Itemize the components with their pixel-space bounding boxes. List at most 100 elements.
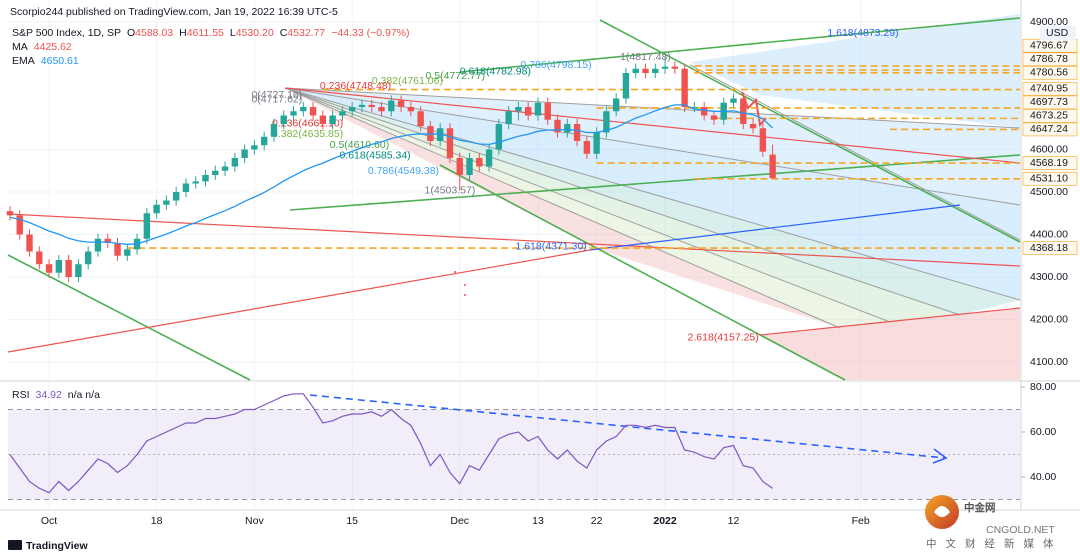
x-tick-label: Feb bbox=[852, 515, 870, 527]
candle-body bbox=[251, 145, 258, 150]
fib-label: 0.786(4798.15) bbox=[520, 59, 591, 71]
y-tick-label: 60.00 bbox=[1030, 426, 1056, 438]
candle-body bbox=[212, 170, 219, 175]
candle-body bbox=[221, 166, 229, 171]
y-tick-label: 4900.00 bbox=[1030, 16, 1068, 28]
trend-line bbox=[589, 204, 961, 251]
candle-body bbox=[172, 191, 180, 201]
published-note: Scorpio244 published on TradingView.com,… bbox=[10, 6, 338, 18]
y-tick-label: 4600.00 bbox=[1030, 143, 1068, 155]
fan-zone bbox=[285, 88, 890, 328]
candle-body bbox=[671, 66, 679, 69]
candle-body bbox=[691, 107, 698, 109]
candle-body bbox=[436, 128, 444, 142]
candle-body bbox=[358, 104, 366, 108]
y-tick-label: 4100.00 bbox=[1030, 356, 1068, 368]
x-tick-label: 13 bbox=[532, 515, 544, 527]
candle-body bbox=[388, 100, 395, 112]
fib-label: 0(4717.62) bbox=[251, 93, 302, 105]
indicator-name: MA bbox=[12, 41, 28, 53]
grid bbox=[8, 0, 1020, 508]
rsi-legend: RSI 34.92 n/a n/a bbox=[12, 389, 100, 401]
ohlc-value: 4611.55 bbox=[187, 27, 224, 39]
rsi-name: RSI bbox=[12, 389, 30, 401]
fib-label: 0.236(4748.48) bbox=[320, 80, 391, 92]
ema-line bbox=[9, 104, 774, 245]
candle-body bbox=[348, 107, 356, 112]
y-tick-label: 4500.00 bbox=[1030, 186, 1068, 198]
candle-body bbox=[652, 68, 659, 74]
candle-body bbox=[632, 68, 639, 74]
x-tick-label: 15 bbox=[346, 515, 358, 527]
level-label-box bbox=[1022, 95, 1078, 110]
candle-body bbox=[84, 251, 92, 265]
candle-body bbox=[280, 115, 287, 125]
x-tick-label: 12 bbox=[728, 515, 740, 527]
candle-body bbox=[241, 149, 248, 159]
candle-body bbox=[534, 102, 542, 116]
watermark-logo-mark bbox=[934, 506, 950, 517]
indicator-name: EMA bbox=[12, 55, 35, 67]
fib-label: 0.618(4585.34) bbox=[339, 150, 410, 162]
symbol-title: S&P 500 Index, 1D, SP bbox=[12, 27, 121, 39]
candle-body bbox=[417, 111, 424, 127]
candle-body bbox=[339, 111, 346, 116]
x-tick-label: Oct bbox=[41, 515, 57, 527]
level-label-box bbox=[1022, 65, 1078, 80]
y-tick-label: 4200.00 bbox=[1030, 313, 1068, 325]
fib-label: 0.5(4610.60) bbox=[330, 139, 390, 151]
markers bbox=[454, 271, 466, 296]
candle-body bbox=[515, 107, 522, 112]
change: −44.33 (−0.97%) bbox=[331, 27, 409, 39]
candle-body bbox=[153, 204, 160, 214]
fan-zone bbox=[285, 88, 1020, 315]
candle-body bbox=[524, 107, 532, 116]
level-label-box bbox=[1022, 52, 1078, 67]
candle-body bbox=[544, 102, 551, 120]
ohlc-key: O bbox=[127, 27, 135, 39]
x-tick-label: 22 bbox=[591, 515, 603, 527]
candle-body bbox=[612, 98, 620, 112]
fan-rays bbox=[284, 64, 1021, 329]
candle-body bbox=[700, 107, 708, 116]
candle-body bbox=[603, 111, 610, 133]
y-tick-label: 40.00 bbox=[1030, 471, 1056, 483]
candle-body bbox=[124, 249, 131, 256]
trend-lines bbox=[7, 87, 1021, 353]
candle-body bbox=[505, 111, 512, 125]
level-label-box bbox=[1022, 171, 1078, 186]
x-tick-label: 18 bbox=[151, 515, 163, 527]
indicator-legend: EMA 4650.61 bbox=[12, 55, 79, 67]
candle-body bbox=[290, 111, 297, 116]
level-label: 4368.18 bbox=[1030, 242, 1068, 254]
candle-body bbox=[681, 68, 688, 108]
legend-line: S&P 500 Index, 1D, SP O4588.03 H4611.55 L45… bbox=[12, 27, 410, 39]
fib-label: 1.618(4371.30) bbox=[515, 240, 586, 252]
indicator-value: 4650.61 bbox=[41, 55, 79, 67]
ohlc-key: C bbox=[280, 27, 288, 39]
candle-body bbox=[36, 251, 43, 265]
candle-body bbox=[710, 115, 718, 120]
level-label: 4531.10 bbox=[1030, 173, 1068, 185]
level-label: 4740.95 bbox=[1030, 83, 1068, 95]
y-tick-label: 4400.00 bbox=[1030, 228, 1068, 240]
level-label: 4697.73 bbox=[1030, 96, 1068, 108]
candle-body bbox=[94, 238, 102, 252]
candle-body bbox=[554, 119, 561, 133]
fib-label: 2.618(4157.25) bbox=[688, 331, 759, 343]
candle-body bbox=[192, 181, 199, 184]
logo-icon bbox=[8, 540, 22, 550]
watermark-tagline: 中文财经新媒体 bbox=[926, 537, 1063, 550]
candle-body bbox=[16, 215, 23, 235]
arrow-head bbox=[932, 448, 948, 464]
candle-body bbox=[740, 98, 747, 125]
candle-body bbox=[642, 68, 649, 74]
level-label-box bbox=[1022, 156, 1078, 170]
fib-label: 0.618(4782.98) bbox=[460, 66, 531, 78]
candle-body bbox=[456, 158, 463, 175]
candle-body bbox=[143, 213, 151, 239]
fib-label: 0.382(4761.06) bbox=[372, 75, 443, 87]
candle-body bbox=[114, 242, 121, 256]
level-label: 4673.25 bbox=[1030, 110, 1068, 122]
